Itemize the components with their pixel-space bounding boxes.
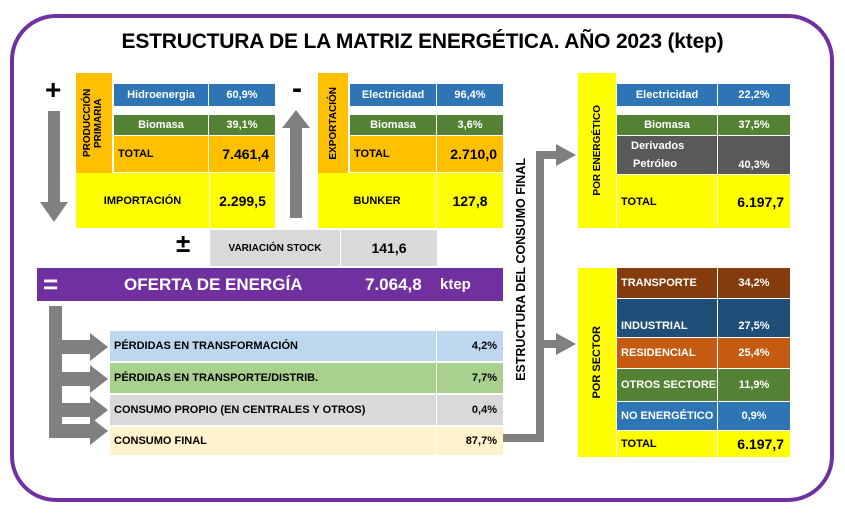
sector-row-name: RESIDENCIAL [617,338,717,368]
estructura-consumo-final-label: ESTRUCTURA DEL CONSUMO FINAL [514,157,528,381]
por-sector-label: POR SECTOR [578,268,616,457]
uso-row-name: PÉRDIDAS EN TRANSFORMACIÓN [110,331,436,361]
minus-symbol: - [292,72,302,105]
up-arrow-exportacion [282,110,310,218]
energetico-row-value: 22,2% [718,84,790,106]
oferta-energia-value: 7.064,8 [365,274,422,294]
sector-total-value: 6.197,7 [718,431,790,457]
exportacion-label: EXPORTACIÓN [318,73,348,173]
produccion-row-name: Hidroenergia [114,84,208,106]
exportacion-row-value: 96,4% [437,84,503,106]
down-arrow-oferta [49,306,62,424]
uso-row-name: PÉRDIDAS EN TRANSPORTE/DISTRIB. [110,363,436,393]
produccion-row-value: 60,9% [209,84,275,106]
connector-vertical [536,158,544,442]
energetico-row-name: Electricidad [617,84,717,106]
energetico-row-value: 40,3% [718,136,790,174]
oferta-energia-unit: ktep [440,276,471,293]
variacion-stock-value: 141,6 [341,230,437,266]
diagram-title: ESTRUCTURA DE LA MATRIZ ENERGÉTICA. AÑO … [121,30,724,53]
variacion-stock-label: VARIACIÓN STOCK [210,230,340,266]
plus-symbol: + [45,74,62,105]
equals-symbol: = [43,269,59,299]
produccion-row-name: Biomasa [114,115,208,135]
importacion-label: IMPORTACIÓN [76,173,209,228]
plusminus-symbol: ± [176,228,191,258]
arrow-to-por-energetico [536,144,576,166]
purple-rounded-frame [10,14,834,502]
uso-row-value: 87,7% [437,427,503,455]
oferta-energia-label: OFERTA DE ENERGÍA [124,274,303,294]
arrow-perdidas-transporte [62,365,108,393]
sector-row-name: OTROS SECTORES [617,369,717,401]
energetico-row-name: Biomasa [617,115,717,135]
produccion-row-value: 39,1% [209,115,275,135]
arrow-consumo-propio [62,396,108,424]
bunker-value: 127,8 [437,173,503,228]
importacion-value: 2.299,5 [210,173,275,228]
energetico-row-value: 37,5% [718,115,790,135]
sector-row-name: TRANSPORTE [617,268,717,298]
energetico-total-label: TOTAL [617,175,717,228]
uso-row-name: CONSUMO PROPIO (EN CENTRALES Y OTROS) [110,395,436,425]
down-arrow-produccion [40,111,68,222]
energetico-row-name: Derivados Petróleo [617,136,717,174]
energetico-total-value: 6.197,7 [718,175,790,228]
sector-total-label: TOTAL [617,431,717,457]
sector-row-name: NO ENERGÉTICO [617,402,717,430]
uso-row-value: 7,7% [437,363,503,393]
energetico-row-name-line2: Petróleo [633,158,678,170]
produccion-total-value: 7.461,4 [209,136,275,172]
uso-row-value: 4,2% [437,331,503,361]
sector-row-value: 34,2% [718,268,790,298]
sector-row-value: 11,9% [718,369,790,401]
oferta-energia-bar [37,268,503,301]
exportacion-total-label: TOTAL [350,136,436,172]
arrow-perdidas-transformacion [62,333,108,361]
sector-row-value: 27,5% [718,299,790,337]
arrow-consumo-final [49,417,108,445]
sector-row-name: INDUSTRIAL [617,299,717,337]
uso-row-value: 0,4% [437,395,503,425]
produccion-primaria-label: PRODUCCIÓN PRIMARIA [76,73,112,173]
produccion-total-label: TOTAL [114,136,208,172]
exportacion-row-name: Biomasa [350,115,436,135]
arrow-to-por-sector [544,333,576,355]
exportacion-row-value: 3,6% [437,115,503,135]
sector-row-value: 25,4% [718,338,790,368]
bunker-label: BUNKER [318,173,436,228]
sector-row-value: 0,9% [718,402,790,430]
energetico-row-name-line1: Derivados [631,140,685,152]
exportacion-total-value: 2.710,0 [437,136,503,172]
exportacion-row-name: Electricidad [350,84,436,106]
uso-row-name: CONSUMO FINAL [110,427,436,455]
por-energetico-label: POR ENERGÉTICO [578,73,616,228]
